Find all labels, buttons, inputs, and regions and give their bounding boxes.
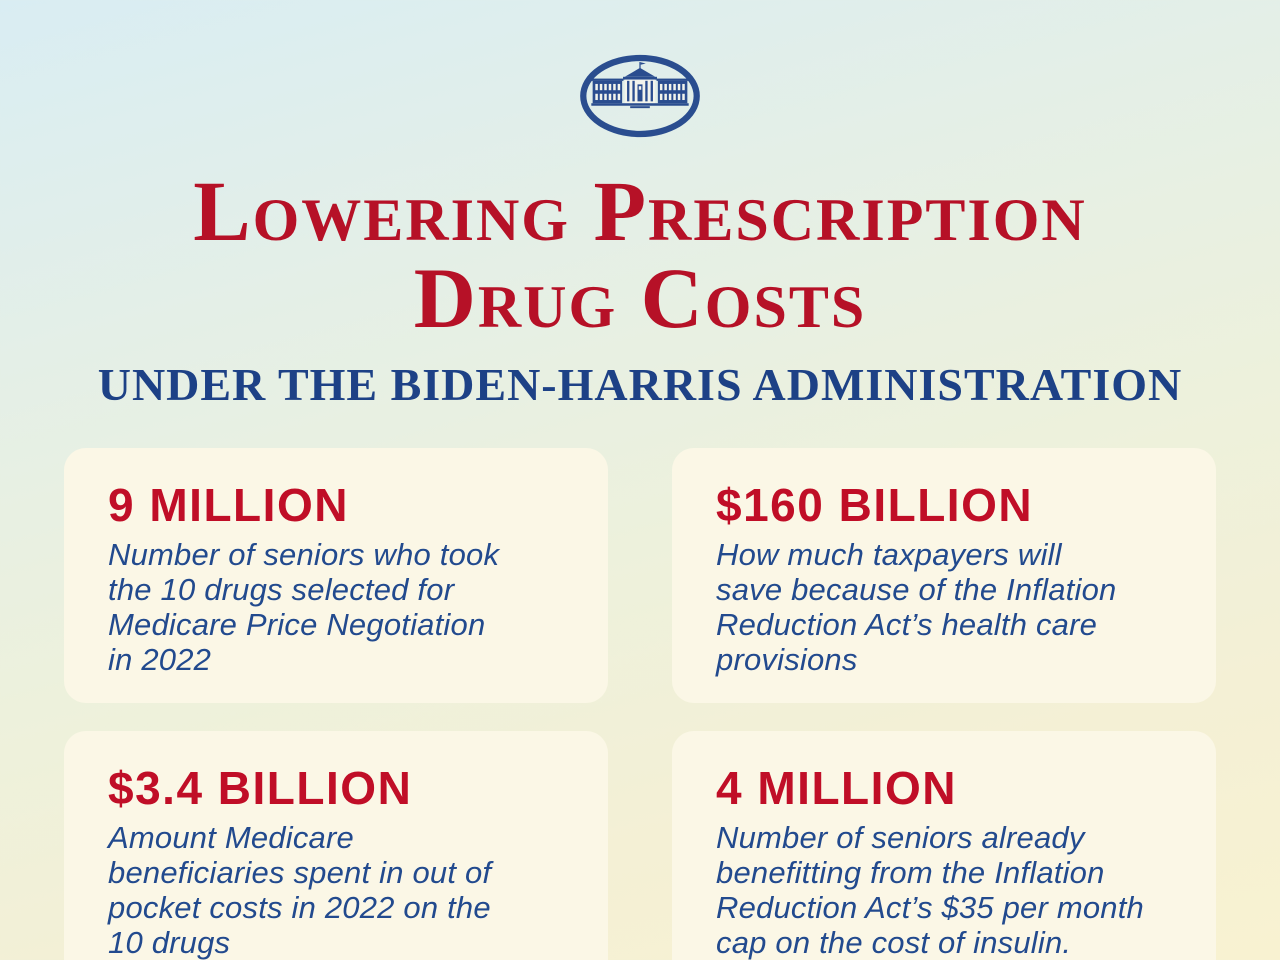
stats-grid: 9 MILLION Number of seniors who took the… [64, 447, 1216, 960]
page-subtitle: UNDER THE BIDEN-HARRIS ADMINISTRATION [97, 358, 1183, 410]
stat-card-insulin-cap: 4 MILLION Number of seniors already bene… [672, 730, 1216, 960]
page-title: Lowering Prescription Drug Costs [193, 163, 1087, 346]
stat-value: $160 BILLION [716, 478, 1034, 531]
stat-value: 9 MILLION [108, 478, 349, 531]
stat-description: Amount Medicare beneficiaries spent in o… [108, 819, 492, 960]
white-house-icon [580, 54, 700, 138]
stat-description: How much taxpayers will save because of … [716, 536, 1117, 677]
stat-value: $3.4 BILLION [108, 761, 413, 814]
stat-card-out-of-pocket: $3.4 BILLION Amount Medicare beneficiari… [64, 730, 608, 960]
white-house-logo [0, 0, 1280, 142]
stat-value: 4 MILLION [716, 761, 957, 814]
stat-description: Number of seniors already benefitting fr… [716, 819, 1144, 960]
stat-card-taxpayer-savings: $160 BILLION How much taxpayers will sav… [672, 447, 1216, 703]
stat-description: Number of seniors who took the 10 drugs … [108, 536, 500, 677]
stat-card-seniors-10-drugs: 9 MILLION Number of seniors who took the… [64, 447, 608, 703]
